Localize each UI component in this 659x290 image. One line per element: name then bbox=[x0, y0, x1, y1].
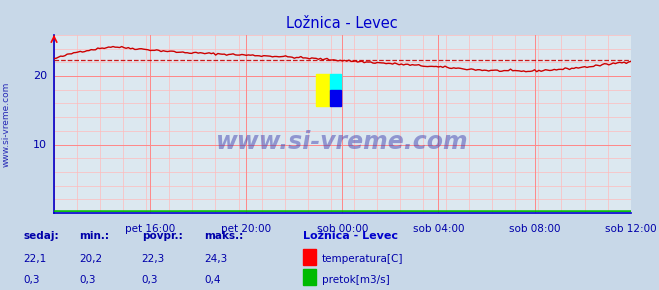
Title: Ložnica - Levec: Ložnica - Levec bbox=[287, 16, 398, 31]
Bar bbox=[330, 90, 341, 106]
Text: sedaj:: sedaj: bbox=[23, 231, 59, 241]
Text: pretok[m3/s]: pretok[m3/s] bbox=[322, 275, 389, 285]
Text: min.:: min.: bbox=[79, 231, 109, 241]
Text: 0,3: 0,3 bbox=[23, 275, 40, 285]
Text: Ložnica - Levec: Ložnica - Levec bbox=[303, 231, 398, 241]
Text: 20,2: 20,2 bbox=[79, 254, 102, 264]
Text: 0,3: 0,3 bbox=[79, 275, 96, 285]
Text: 22,1: 22,1 bbox=[23, 254, 46, 264]
Text: sob 12:00: sob 12:00 bbox=[605, 224, 656, 234]
Text: sob 04:00: sob 04:00 bbox=[413, 224, 464, 234]
Text: 24,3: 24,3 bbox=[204, 254, 227, 264]
Text: 0,4: 0,4 bbox=[204, 275, 221, 285]
Text: 22,3: 22,3 bbox=[142, 254, 165, 264]
Bar bbox=[316, 74, 330, 106]
Text: temperatura[C]: temperatura[C] bbox=[322, 254, 403, 264]
Text: pet 20:00: pet 20:00 bbox=[221, 224, 272, 234]
Text: maks.:: maks.: bbox=[204, 231, 244, 241]
Text: www.si-vreme.com: www.si-vreme.com bbox=[216, 130, 469, 154]
Text: www.si-vreme.com: www.si-vreme.com bbox=[2, 82, 11, 167]
Text: 0,3: 0,3 bbox=[142, 275, 158, 285]
Text: 20: 20 bbox=[33, 71, 47, 81]
Text: pet 16:00: pet 16:00 bbox=[125, 224, 175, 234]
Text: sob 00:00: sob 00:00 bbox=[317, 224, 368, 234]
Text: povpr.:: povpr.: bbox=[142, 231, 183, 241]
Text: 10: 10 bbox=[33, 139, 47, 150]
Bar bbox=[330, 74, 341, 90]
Text: sob 08:00: sob 08:00 bbox=[509, 224, 560, 234]
